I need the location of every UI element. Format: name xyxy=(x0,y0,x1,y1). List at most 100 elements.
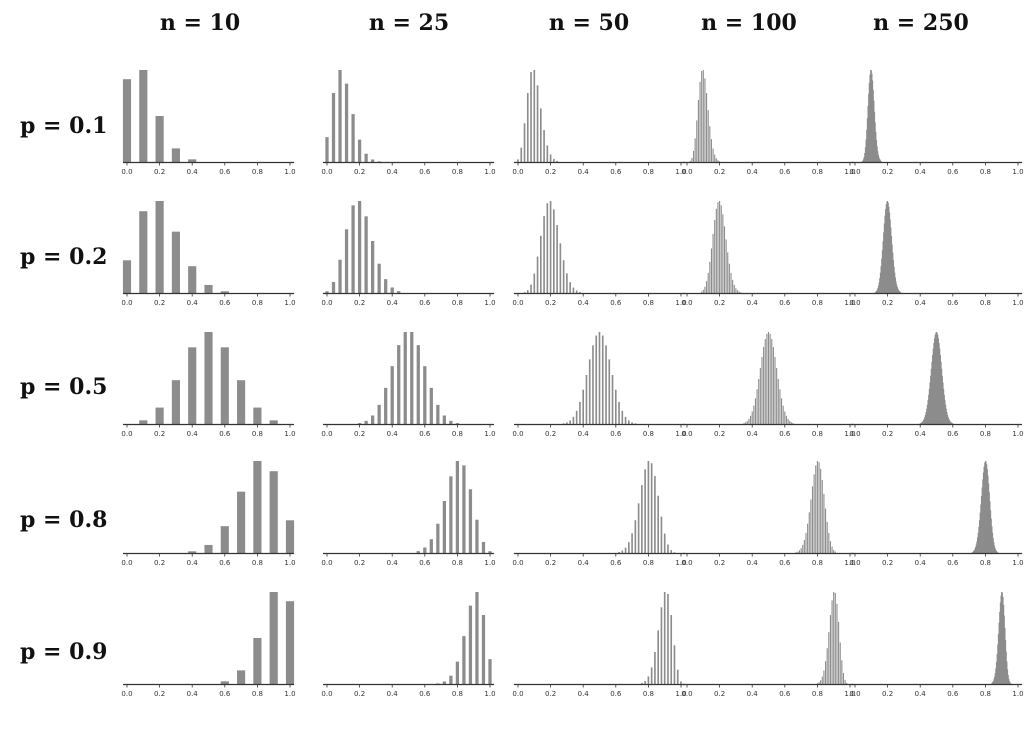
bar xyxy=(488,551,492,553)
bar xyxy=(701,291,703,293)
bar xyxy=(475,592,479,684)
bar xyxy=(680,681,682,684)
bar xyxy=(720,205,722,293)
bar xyxy=(694,138,696,162)
bar xyxy=(746,420,748,424)
bar xyxy=(873,100,875,162)
bar xyxy=(546,203,549,293)
bar xyxy=(468,489,473,553)
x-tick-label: 0.4 xyxy=(747,559,759,567)
bar xyxy=(553,209,555,293)
bar xyxy=(951,423,953,424)
bar xyxy=(526,93,529,162)
bar xyxy=(220,526,229,553)
bar xyxy=(188,551,197,553)
bar xyxy=(871,73,873,162)
bar xyxy=(864,147,866,162)
x-tick-label: 1.0 xyxy=(284,168,295,176)
bar xyxy=(442,681,446,684)
bar xyxy=(813,474,815,553)
panel-n100-p08: 0.0 0.2 0.4 0.6 0.8 1.0 xyxy=(681,461,856,567)
bar xyxy=(667,594,669,684)
bar xyxy=(777,378,779,424)
x-tick-label: 1.0 xyxy=(1012,299,1023,307)
bar xyxy=(898,290,900,293)
bar xyxy=(719,161,721,162)
bar xyxy=(982,472,984,553)
bar xyxy=(753,405,755,424)
x-tick-label: 1.0 xyxy=(844,168,855,176)
x-tick-label: 1.0 xyxy=(844,690,855,698)
x-tick-label: 0.2 xyxy=(545,559,556,567)
column-header-n100: n = 100 xyxy=(701,10,797,36)
bar xyxy=(728,263,730,293)
x-tick-label: 1.0 xyxy=(675,299,686,307)
bar xyxy=(829,541,831,553)
x-tick-label: 0.0 xyxy=(321,690,332,698)
bar xyxy=(517,159,519,162)
bar xyxy=(220,681,229,684)
bar xyxy=(530,284,532,293)
x-tick-label: 0.0 xyxy=(321,430,332,438)
bar xyxy=(325,137,329,162)
x-tick-label: 0.4 xyxy=(387,690,399,698)
bar xyxy=(990,518,992,553)
bar xyxy=(878,157,880,162)
bar xyxy=(155,116,164,162)
bar xyxy=(974,548,976,553)
bar xyxy=(237,670,246,684)
x-tick-label: 0.6 xyxy=(610,559,622,567)
bar xyxy=(792,423,794,424)
x-tick-label: 0.2 xyxy=(714,559,725,567)
bar xyxy=(952,423,954,424)
x-tick-label: 0.0 xyxy=(121,430,132,438)
bar xyxy=(710,248,712,293)
x-tick-label: 0.4 xyxy=(578,168,590,176)
bar xyxy=(624,416,627,424)
bar xyxy=(673,552,676,553)
bar xyxy=(736,290,739,293)
x-tick-label: 0.6 xyxy=(947,430,959,438)
bar xyxy=(787,418,789,424)
bar xyxy=(704,286,706,293)
bar xyxy=(977,532,979,553)
x-tick-label: 0.2 xyxy=(882,430,893,438)
x-tick-label: 0.6 xyxy=(779,690,791,698)
bar xyxy=(994,548,996,553)
bar xyxy=(237,380,246,424)
bar xyxy=(890,235,893,293)
bar xyxy=(331,281,336,293)
bar xyxy=(1001,592,1003,684)
bar xyxy=(975,544,977,553)
bar xyxy=(993,679,995,684)
bar xyxy=(371,159,375,162)
x-tick-label: 0.4 xyxy=(915,299,927,307)
bar xyxy=(706,93,708,162)
x-tick-label: 0.8 xyxy=(980,690,991,698)
panel-n10-p01: 0.0 0.2 0.4 0.6 0.8 1.0 xyxy=(121,70,296,176)
x-tick-label: 0.4 xyxy=(915,168,927,176)
bar xyxy=(621,410,624,424)
bar xyxy=(988,483,990,553)
bar xyxy=(601,335,604,424)
bar xyxy=(939,348,941,424)
x-tick-label: 0.2 xyxy=(354,690,365,698)
x-tick-label: 0.8 xyxy=(643,559,654,567)
bar xyxy=(831,546,833,553)
bar xyxy=(826,648,828,684)
bar xyxy=(772,347,774,424)
bar xyxy=(410,332,414,424)
x-tick-label: 0.2 xyxy=(354,430,365,438)
bar xyxy=(939,354,941,424)
bar xyxy=(926,408,928,424)
x-tick-label: 0.8 xyxy=(643,430,654,438)
bar xyxy=(631,533,633,553)
bar xyxy=(1001,592,1003,684)
bar xyxy=(868,82,870,162)
bar xyxy=(865,139,867,162)
bar xyxy=(442,415,446,424)
x-tick-label: 0.0 xyxy=(681,168,692,176)
bar xyxy=(364,420,368,424)
x-tick-label: 0.4 xyxy=(747,168,759,176)
bar xyxy=(944,400,946,424)
